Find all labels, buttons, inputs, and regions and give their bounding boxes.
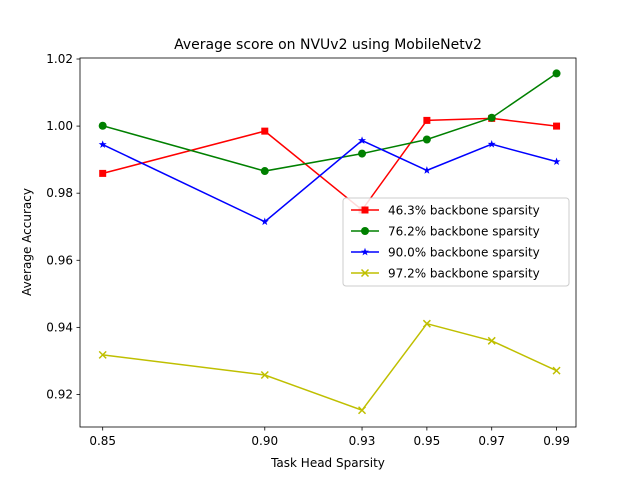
legend-marker [361,206,369,214]
x-tick-label: 0.97 [478,434,505,448]
data-point [358,136,367,144]
x-tick-label: 0.95 [414,434,441,448]
square-marker [261,127,269,135]
legend-entry: 76.2% backbone sparsity [351,225,540,239]
data-point [260,217,269,226]
data-point [487,113,496,122]
data-point [552,157,561,166]
data-point [358,149,367,158]
y-tick-label: 0.94 [46,320,73,334]
legend-label: 90.0% backbone sparsity [388,246,540,260]
legend-label: 97.2% backbone sparsity [388,267,540,281]
legend-label: 46.3% backbone sparsity [388,204,540,218]
circle-marker [487,113,496,122]
circle-marker [358,149,367,158]
x-marker [360,268,370,278]
data-point [98,140,107,148]
y-tick-label: 0.92 [46,387,73,401]
square-marker [553,122,561,130]
data-point [423,116,431,124]
plot-frame [79,57,577,428]
star-marker [422,166,431,174]
legend-marker [361,247,369,256]
series-line [102,322,557,412]
x-marker [260,370,269,380]
star-marker [552,157,561,166]
data-point [99,169,107,177]
chart-title: Average score on NVUv2 using MobileNetv2 [174,37,482,53]
y-axis-label: Average Accuracy [20,188,34,296]
x-tick-label: 0.85 [89,434,116,448]
data-point [422,166,431,174]
y-tick-label: 0.96 [46,253,73,267]
x-marker [98,350,107,359]
y-tick-label: 1.00 [46,119,73,133]
star-marker [487,140,496,148]
x-axis: 0.85 0.90 0.93 0.95 0.97 0.99 [89,427,570,448]
star-marker [260,217,269,226]
y-tick-label: 0.98 [46,186,73,200]
legend-entry: 46.3% backbone sparsity [351,204,540,218]
data-point [260,167,269,176]
x-marker [422,319,431,328]
series-4 [98,319,561,415]
series-line [102,72,557,172]
x-marker [358,406,367,415]
data-point [487,140,496,148]
legend-entry: 90.0% backbone sparsity [351,246,540,260]
data-point [422,135,431,144]
circle-marker [98,121,107,130]
legend-marker [361,227,369,235]
data-point [98,121,107,130]
x-tick-label: 0.90 [251,434,278,448]
x-axis-label: Task Head Sparsity [270,456,385,470]
star-marker [358,136,367,144]
x-marker [487,336,496,345]
y-axis: 0.92 0.94 0.96 0.98 1.00 1.02 [46,52,80,401]
square-marker [361,206,369,214]
circle-marker [422,135,431,144]
x-marker [552,366,561,375]
legend-entry: 97.2% backbone sparsity [351,267,540,281]
series-line [102,117,557,212]
square-marker [99,169,107,177]
x-tick-label: 0.93 [349,434,376,448]
data-point [422,319,431,328]
series-line [102,139,557,223]
x-tick-label: 0.99 [543,434,570,448]
star-marker [98,140,107,148]
legend-label: 76.2% backbone sparsity [388,225,540,239]
series-3 [98,136,561,226]
data-point [358,406,367,415]
legend-marker [360,268,370,278]
data-point [553,122,561,130]
data-point [98,350,107,359]
circle-marker [552,69,561,78]
data-point [261,127,269,135]
legend: 46.3% backbone sparsity 76.2% backbone sp… [342,197,570,287]
data-point [260,370,269,380]
y-tick-label: 1.02 [46,52,73,66]
square-marker [423,116,431,124]
data-point [552,366,561,375]
circle-marker [260,167,269,176]
circle-marker [361,227,369,235]
data-point [487,336,496,345]
data-point [552,69,561,78]
series-2 [98,69,561,176]
star-marker [361,247,369,256]
legend-box [342,197,570,287]
series-layer [98,69,561,415]
